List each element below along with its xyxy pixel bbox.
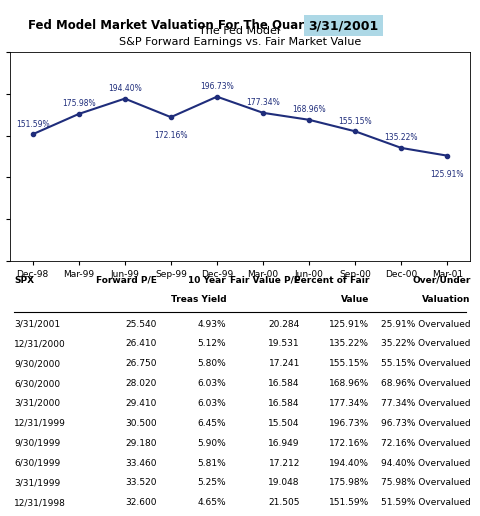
Text: 5.25%: 5.25% (198, 478, 226, 488)
Text: Over/Under: Over/Under (412, 276, 470, 285)
Text: 16.584: 16.584 (268, 379, 300, 388)
Text: 135.22%: 135.22% (384, 133, 418, 142)
Text: 9/30/1999: 9/30/1999 (14, 439, 60, 448)
Text: 151.59%: 151.59% (329, 498, 369, 507)
Text: 177.34%: 177.34% (329, 399, 369, 408)
Text: 35.22% Overvalued: 35.22% Overvalued (381, 340, 470, 348)
Text: 168.96%: 168.96% (292, 105, 326, 114)
Title: The Fed Model
S&P Forward Earnings vs. Fair Market Value: The Fed Model S&P Forward Earnings vs. F… (119, 26, 361, 47)
Text: 125.91%: 125.91% (431, 170, 464, 179)
Text: 5.81%: 5.81% (197, 459, 226, 467)
Text: 155.15%: 155.15% (338, 117, 372, 126)
Text: 20.284: 20.284 (269, 319, 300, 329)
Text: 16.584: 16.584 (268, 399, 300, 408)
Text: 175.98%: 175.98% (62, 100, 96, 108)
Text: 5.90%: 5.90% (197, 439, 226, 448)
Text: 196.73%: 196.73% (329, 419, 369, 428)
Text: 168.96%: 168.96% (329, 379, 369, 388)
Text: 55.15% Overvalued: 55.15% Overvalued (381, 359, 470, 368)
Text: 10 Year: 10 Year (189, 276, 226, 285)
Text: 3/31/2001: 3/31/2001 (309, 19, 379, 32)
Text: 151.59%: 151.59% (16, 120, 49, 128)
Text: 172.16%: 172.16% (329, 439, 369, 448)
Text: 29.180: 29.180 (126, 439, 157, 448)
Text: 21.505: 21.505 (268, 498, 300, 507)
Text: 3/31/2000: 3/31/2000 (14, 399, 60, 408)
Text: 6.45%: 6.45% (198, 419, 226, 428)
Text: 19.531: 19.531 (268, 340, 300, 348)
Text: 125.91%: 125.91% (329, 319, 369, 329)
Text: 12/31/2000: 12/31/2000 (14, 340, 66, 348)
Text: 194.40%: 194.40% (108, 84, 142, 93)
Text: 6/30/1999: 6/30/1999 (14, 459, 60, 467)
Text: 177.34%: 177.34% (246, 98, 280, 107)
Text: 77.34% Overvalued: 77.34% Overvalued (381, 399, 470, 408)
Text: Fed Model Market Valuation For The Quarter Ending:: Fed Model Market Valuation For The Quart… (28, 19, 378, 32)
Text: 68.96% Overvalued: 68.96% Overvalued (381, 379, 470, 388)
Text: 26.410: 26.410 (126, 340, 157, 348)
Text: 28.020: 28.020 (126, 379, 157, 388)
Text: 6.03%: 6.03% (197, 399, 226, 408)
Text: Fair Value P/E: Fair Value P/E (230, 276, 300, 285)
Text: 196.73%: 196.73% (200, 82, 234, 91)
Text: 33.520: 33.520 (126, 478, 157, 488)
Text: 194.40%: 194.40% (329, 459, 369, 467)
Text: 4.93%: 4.93% (198, 319, 226, 329)
Text: 6/30/2000: 6/30/2000 (14, 379, 60, 388)
Text: 17.212: 17.212 (268, 459, 300, 467)
Text: 175.98%: 175.98% (329, 478, 369, 488)
Text: 135.22%: 135.22% (329, 340, 369, 348)
Text: 155.15%: 155.15% (329, 359, 369, 368)
Text: 16.949: 16.949 (268, 439, 300, 448)
Text: 94.40% Overvalued: 94.40% Overvalued (381, 459, 470, 467)
Text: 32.600: 32.600 (126, 498, 157, 507)
Text: Percent of Fair: Percent of Fair (294, 276, 369, 285)
Text: Valuation: Valuation (422, 295, 470, 304)
Text: 9/30/2000: 9/30/2000 (14, 359, 60, 368)
Text: 25.91% Overvalued: 25.91% Overvalued (381, 319, 470, 329)
Text: 4.65%: 4.65% (198, 498, 226, 507)
Text: Treas Yield: Treas Yield (170, 295, 226, 304)
Text: 25.540: 25.540 (126, 319, 157, 329)
Text: 51.59% Overvalued: 51.59% Overvalued (381, 498, 470, 507)
Text: 12/31/1999: 12/31/1999 (14, 419, 66, 428)
Text: 3/31/1999: 3/31/1999 (14, 478, 60, 488)
Text: Forward P/E: Forward P/E (96, 276, 157, 285)
Text: 5.80%: 5.80% (197, 359, 226, 368)
Text: 26.750: 26.750 (126, 359, 157, 368)
Text: 5.12%: 5.12% (198, 340, 226, 348)
Text: 12/31/1998: 12/31/1998 (14, 498, 66, 507)
Text: 19.048: 19.048 (268, 478, 300, 488)
Text: 75.98% Overvalued: 75.98% Overvalued (381, 478, 470, 488)
Text: 96.73% Overvalued: 96.73% Overvalued (381, 419, 470, 428)
Text: 6.03%: 6.03% (197, 379, 226, 388)
Text: 3/31/2001: 3/31/2001 (14, 319, 60, 329)
Text: SPX: SPX (14, 276, 35, 285)
Text: 172.16%: 172.16% (154, 131, 188, 140)
Text: 17.241: 17.241 (268, 359, 300, 368)
Text: Value: Value (341, 295, 369, 304)
Text: 72.16% Overvalued: 72.16% Overvalued (381, 439, 470, 448)
Text: 29.410: 29.410 (126, 399, 157, 408)
Text: 30.500: 30.500 (125, 419, 157, 428)
Text: 33.460: 33.460 (126, 459, 157, 467)
Text: 15.504: 15.504 (268, 419, 300, 428)
